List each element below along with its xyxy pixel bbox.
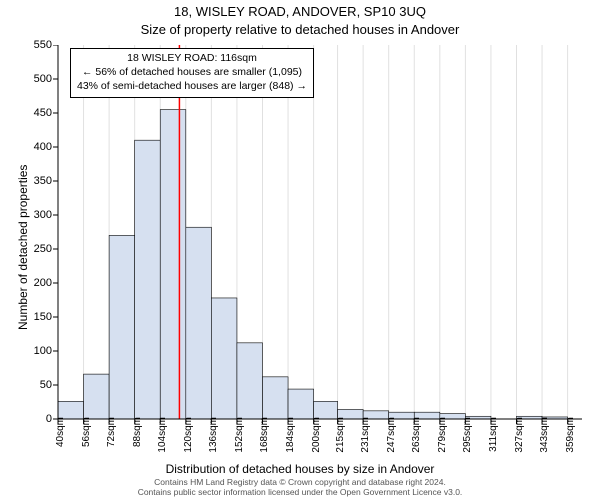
footer-line1: Contains HM Land Registry data © Crown c… <box>0 477 600 488</box>
y-tick-label: 550 <box>8 39 52 51</box>
footer-line2: Contains public sector information licen… <box>0 487 600 498</box>
y-tick-label: 200 <box>8 277 52 289</box>
y-tick-label: 50 <box>8 379 52 391</box>
x-tick-label: 247sqm <box>386 417 397 467</box>
y-tick-label: 0 <box>8 413 52 425</box>
x-tick-label: 215sqm <box>335 417 346 467</box>
x-axis-label: Distribution of detached houses by size … <box>0 462 600 476</box>
annotation-line1: 18 WISLEY ROAD: 116sqm <box>77 51 307 65</box>
histogram-bar <box>160 110 186 419</box>
x-tick-label: 327sqm <box>514 417 525 467</box>
x-tick-label: 295sqm <box>462 417 473 467</box>
y-tick-label: 350 <box>8 175 52 187</box>
histogram-svg <box>52 45 582 425</box>
histogram-bar <box>288 389 314 419</box>
y-tick-label: 400 <box>8 141 52 153</box>
histogram-bar <box>186 227 212 419</box>
histogram-bar <box>109 235 135 419</box>
plot-area <box>58 45 582 419</box>
x-tick-label: 88sqm <box>132 417 143 467</box>
x-tick-label: 136sqm <box>208 417 219 467</box>
x-tick-label: 120sqm <box>183 417 194 467</box>
histogram-bar <box>211 298 237 419</box>
x-tick-label: 279sqm <box>437 417 448 467</box>
x-tick-label: 200sqm <box>311 417 322 467</box>
x-tick-label: 359sqm <box>565 417 576 467</box>
histogram-bar <box>262 377 288 419</box>
y-tick-label: 250 <box>8 243 52 255</box>
footer-attribution: Contains HM Land Registry data © Crown c… <box>0 477 600 498</box>
y-tick-label: 300 <box>8 209 52 221</box>
x-tick-label: 56sqm <box>81 417 92 467</box>
x-tick-label: 72sqm <box>106 417 117 467</box>
y-tick-label: 150 <box>8 311 52 323</box>
page-title: 18, WISLEY ROAD, ANDOVER, SP10 3UQ <box>0 4 600 19</box>
x-tick-label: 231sqm <box>360 417 371 467</box>
chart-subtitle: Size of property relative to detached ho… <box>0 22 600 37</box>
histogram-bar <box>84 374 110 419</box>
y-tick-label: 450 <box>8 107 52 119</box>
x-tick-label: 152sqm <box>234 417 245 467</box>
y-tick-label: 100 <box>8 345 52 357</box>
x-tick-label: 168sqm <box>259 417 270 467</box>
x-tick-label: 343sqm <box>539 417 550 467</box>
x-tick-label: 104sqm <box>157 417 168 467</box>
chart-container: 18, WISLEY ROAD, ANDOVER, SP10 3UQ Size … <box>0 0 600 500</box>
x-tick-label: 263sqm <box>411 417 422 467</box>
annotation-line2: ← 56% of detached houses are smaller (1,… <box>77 65 307 79</box>
histogram-bar <box>135 140 161 419</box>
y-tick-label: 500 <box>8 73 52 85</box>
x-tick-label: 184sqm <box>285 417 296 467</box>
annotation-box: 18 WISLEY ROAD: 116sqm ← 56% of detached… <box>70 48 314 98</box>
x-tick-label: 311sqm <box>488 417 499 467</box>
x-tick-label: 40sqm <box>55 417 66 467</box>
histogram-bar <box>237 343 263 419</box>
annotation-line3: 43% of semi-detached houses are larger (… <box>77 79 307 93</box>
